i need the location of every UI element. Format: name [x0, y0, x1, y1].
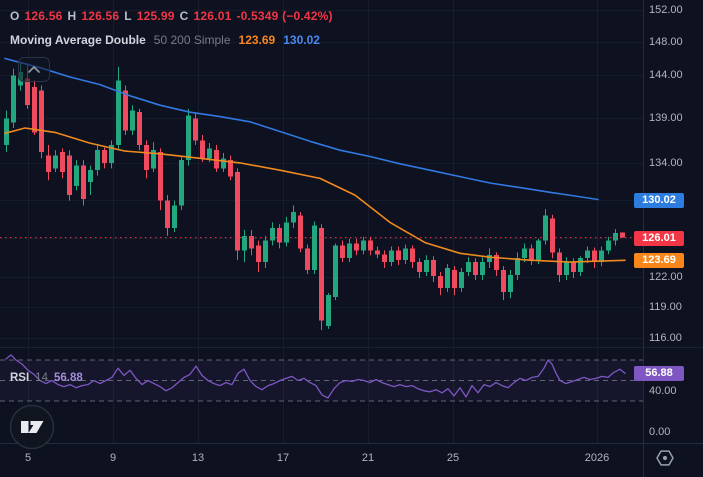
time-tick-label: 5	[24, 452, 32, 464]
price-tick-label: 148.00	[649, 36, 683, 48]
open-value: 126.56	[24, 9, 63, 23]
low-value: 125.99	[136, 9, 175, 23]
price-tick-label: 144.00	[649, 69, 683, 81]
low-label: L	[124, 9, 132, 23]
price-tick-label: 152.00	[649, 4, 683, 16]
price-tick-label: 119.00	[649, 301, 682, 313]
collapse-legend-button[interactable]	[18, 57, 50, 82]
price-tick-label: 116.00	[649, 332, 682, 344]
change-value: -0.5349 (−0.42%)	[236, 9, 333, 23]
time-tick-label: 25	[446, 452, 460, 464]
ma50-legend-value: 123.69	[238, 33, 276, 47]
ma50-value-badge: 123.69	[634, 252, 684, 268]
time-axis-settings-icon[interactable]	[654, 447, 676, 474]
close-label: C	[179, 9, 189, 23]
rsi-title: RSI	[10, 372, 30, 384]
chevron-up-icon	[27, 61, 41, 79]
time-tick-label: 17	[276, 452, 290, 464]
ma200-value-badge: 130.02	[634, 192, 684, 208]
high-value: 126.56	[81, 9, 120, 23]
time-tick-label: 9	[109, 452, 117, 464]
ma-indicator-params: 50 200 Simple	[153, 33, 231, 47]
price-tick-label: 139.00	[649, 112, 683, 124]
price-tick-label: 122.00	[649, 271, 683, 283]
time-tick-label: 2026	[584, 452, 610, 464]
tradingview-logo[interactable]	[9, 404, 55, 455]
ma200-legend-value: 130.02	[283, 33, 320, 47]
ma-indicator-title: Moving Average Double	[10, 33, 146, 47]
rsi-value-badge: 56.88	[634, 365, 684, 381]
indicator-legend-ma[interactable]: Moving Average Double 50 200 Simple 123.…	[10, 33, 320, 47]
rsi-tick-label: 40.00	[649, 385, 677, 397]
high-label: H	[67, 9, 77, 23]
last-price-badge: 126.01	[634, 230, 684, 246]
time-tick-label: 21	[361, 452, 375, 464]
open-label: O	[10, 9, 20, 23]
symbol-ohlc-legend[interactable]: O 126.56 H 126.56 L 125.99 C 126.01 -0.5…	[10, 9, 333, 23]
rsi-value: 56.88	[53, 372, 83, 384]
indicator-legend-rsi[interactable]: RSI 14 56.88	[10, 372, 83, 384]
rsi-tick-label: 0.00	[649, 426, 671, 438]
rsi-period: 14	[35, 372, 48, 384]
price-tick-label: 134.00	[649, 157, 683, 169]
close-value: 126.01	[193, 9, 232, 23]
time-tick-label: 13	[191, 452, 205, 464]
